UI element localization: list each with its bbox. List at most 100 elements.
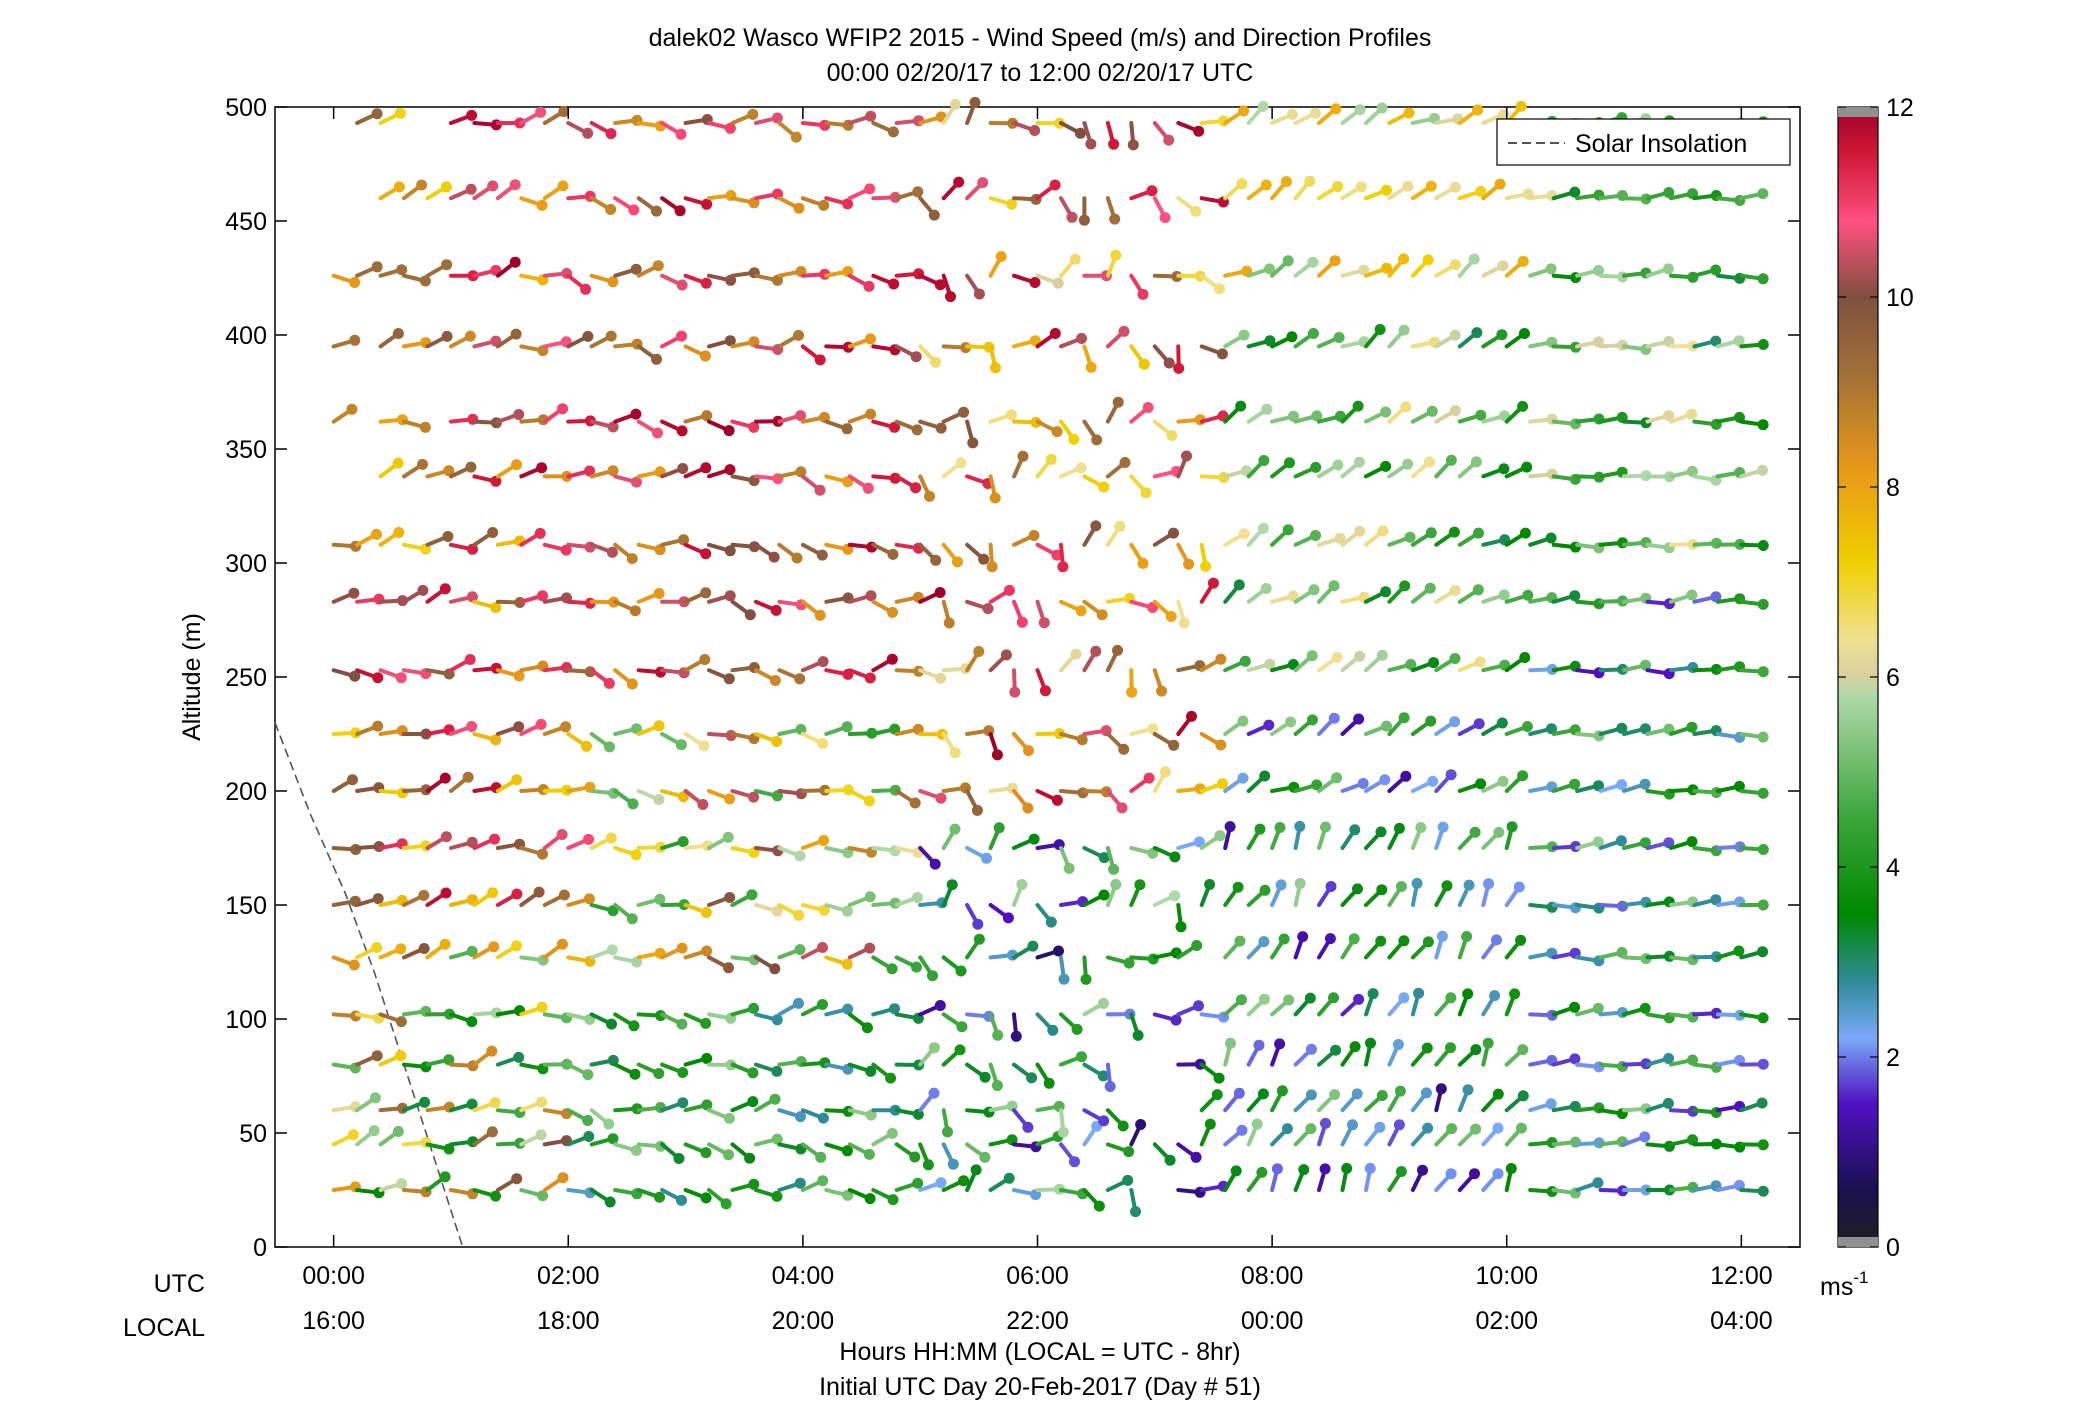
wind-marker-head — [1057, 1126, 1069, 1138]
wind-marker-head — [769, 675, 781, 686]
wind-marker-head — [1376, 649, 1388, 661]
wind-marker-head — [1156, 685, 1168, 697]
wind-marker-head — [861, 1022, 873, 1034]
wind-marker — [519, 106, 547, 125]
wind-marker — [1129, 1188, 1141, 1218]
wind-marker — [1012, 833, 1040, 850]
wind-marker-head — [1380, 406, 1392, 418]
y-tick-label: 200 — [225, 778, 267, 806]
wind-marker-head — [1519, 328, 1530, 339]
wind-marker-head — [1331, 772, 1343, 784]
wind-marker — [1551, 1001, 1580, 1017]
wind-marker-head — [439, 583, 451, 595]
wind-marker — [1176, 196, 1202, 217]
wind-marker-head — [1329, 1089, 1341, 1101]
wind-marker — [1598, 722, 1628, 736]
wind-marker-head — [653, 1068, 665, 1079]
wind-marker — [1246, 403, 1273, 424]
wind-marker — [1410, 877, 1423, 907]
wind-marker-head — [582, 127, 594, 139]
wind-marker-head — [793, 909, 805, 921]
wind-marker — [730, 599, 756, 621]
wind-marker — [1293, 1043, 1317, 1067]
wind-marker — [660, 836, 689, 850]
wind-marker-head — [771, 736, 783, 747]
x-tick-label-utc: 10:00 — [1475, 1262, 1538, 1290]
wind-marker — [1387, 580, 1411, 604]
wind-marker — [1223, 178, 1248, 201]
wind-marker-head — [701, 410, 713, 422]
wind-marker — [800, 196, 830, 211]
wind-marker — [1246, 179, 1272, 201]
wind-marker — [355, 1092, 381, 1113]
wind-marker — [425, 583, 451, 604]
wind-marker-head — [1170, 1014, 1182, 1026]
wind-marker-head — [349, 334, 361, 346]
wind-marker — [1199, 732, 1227, 751]
wind-marker — [1010, 1012, 1022, 1042]
wind-marker — [1575, 264, 1604, 278]
wind-marker — [1057, 542, 1069, 573]
wind-marker — [1598, 779, 1628, 793]
wind-marker-head — [1075, 462, 1087, 474]
wind-marker-head — [1517, 1090, 1529, 1102]
wind-marker-head — [910, 482, 922, 494]
wind-marker-head — [676, 1018, 688, 1030]
wind-marker-head — [1379, 774, 1391, 786]
wind-marker — [1551, 1053, 1581, 1067]
y-tick-label: 400 — [225, 322, 267, 350]
wind-marker — [613, 1012, 640, 1032]
wind-marker — [1293, 714, 1318, 736]
wind-marker-head — [949, 747, 961, 759]
wind-marker — [1364, 1121, 1386, 1147]
wind-marker — [378, 328, 404, 349]
wind-marker — [1481, 990, 1501, 1017]
wind-marker-head — [1009, 686, 1021, 698]
wind-marker — [331, 273, 361, 288]
wind-marker — [1364, 720, 1392, 736]
wind-marker-head — [1492, 1122, 1504, 1134]
wind-marker-head — [794, 673, 806, 685]
wind-marker — [660, 732, 687, 751]
wind-marker-head — [1204, 879, 1216, 890]
wind-marker — [918, 1087, 940, 1113]
wind-marker-head — [1449, 653, 1461, 664]
wind-marker — [871, 1003, 900, 1017]
wind-marker-head — [1122, 1174, 1134, 1186]
wind-marker — [613, 196, 640, 216]
wind-marker-head — [977, 177, 989, 189]
wind-marker-head — [1274, 1038, 1286, 1050]
wind-marker — [355, 108, 383, 125]
wind-marker — [847, 273, 875, 292]
wind-marker — [1129, 185, 1158, 201]
wind-marker — [800, 903, 830, 916]
wind-marker — [1082, 520, 1102, 547]
wind-marker-head — [466, 1098, 478, 1110]
wind-marker-head — [674, 205, 686, 217]
wind-marker-head — [607, 465, 619, 477]
wind-marker — [1457, 327, 1483, 349]
wind-marker-head — [909, 1151, 921, 1163]
wind-marker — [1059, 333, 1087, 349]
wind-marker — [636, 893, 666, 907]
wind-marker — [1129, 772, 1155, 793]
wind-marker — [941, 879, 958, 907]
wind-marker — [965, 789, 983, 816]
wind-marker-head — [724, 590, 736, 602]
wind-marker-head — [1045, 916, 1057, 928]
wind-marker — [589, 273, 619, 288]
wind-marker-head — [1463, 879, 1475, 891]
wind-marker-head — [1449, 584, 1461, 596]
wind-marker-head — [371, 108, 383, 120]
wind-marker — [1057, 1108, 1069, 1138]
wind-marker-head — [1394, 1085, 1406, 1097]
wind-marker — [824, 955, 853, 970]
wind-marker-head — [535, 106, 547, 118]
wind-marker-head — [954, 1044, 966, 1056]
wind-marker — [800, 474, 826, 496]
wind-marker — [824, 419, 853, 435]
wind-marker — [1223, 1037, 1236, 1067]
wind-marker — [1364, 1090, 1388, 1113]
wind-marker-head — [1325, 881, 1337, 892]
wind-marker-head — [1757, 1058, 1769, 1070]
